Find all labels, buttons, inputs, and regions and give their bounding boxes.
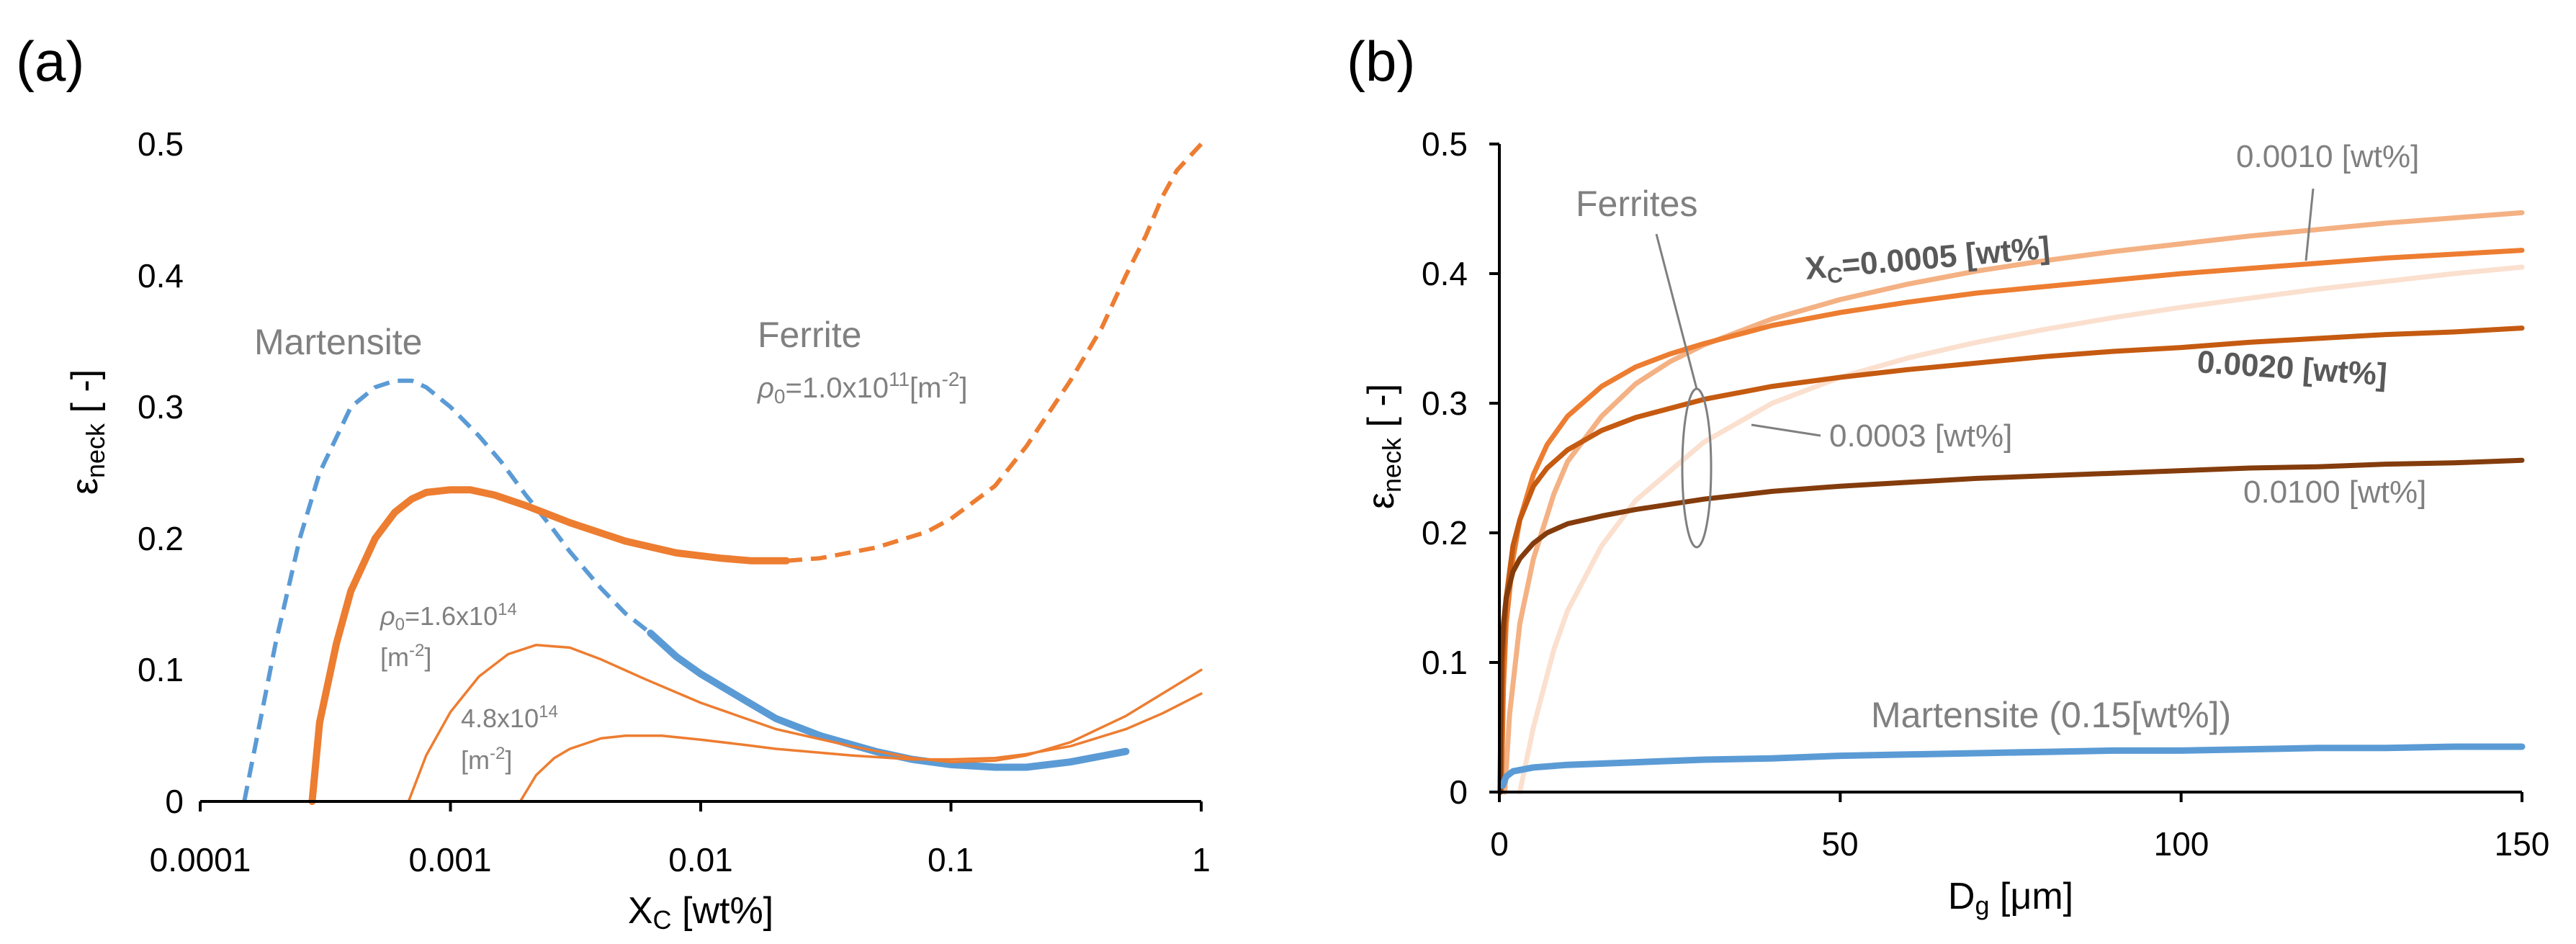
chart-b-ytick-label: 0.4 bbox=[1422, 255, 1468, 292]
chart-b-ytick-label: 0.3 bbox=[1422, 385, 1468, 422]
chart-a-ytick-label: 0.5 bbox=[138, 125, 184, 163]
chart-b-annotation-0020: 0.0020 [wt%] bbox=[2196, 344, 2388, 392]
chart-b-y-axis-label: εneck [ -] bbox=[1360, 384, 1406, 509]
chart-b-series-line-5 bbox=[1499, 743, 2526, 789]
chart-b-annotation-0003: 0.0003 [wt%] bbox=[1829, 418, 2012, 454]
chart-b-leader-0010 bbox=[2305, 188, 2315, 261]
chart-b-series-line-1 bbox=[1502, 210, 2525, 795]
chart-a: (a) 0 0.1 0.2 0.3 0.4 0.5 0.0001 0.001 0… bbox=[16, 30, 1211, 935]
chart-b-annotation-martensite: Martensite (0.15[wt%]) bbox=[1871, 695, 2231, 735]
chart-a-xtick-label: 1 bbox=[1192, 841, 1211, 878]
chart-b-xtick-label: 50 bbox=[1821, 825, 1858, 863]
chart-b-ytick-label: 0 bbox=[1449, 773, 1468, 811]
chart-b-leader-0003 bbox=[1751, 423, 1821, 437]
chart-b-xtick-label: 0 bbox=[1490, 825, 1509, 863]
chart-a-annotation-martensite: Martensite bbox=[254, 322, 422, 362]
chart-b-lines bbox=[1497, 210, 2526, 795]
chart-b: (b) 0 0.1 0.2 0.3 0.4 0.5 0 50 100 150 D… bbox=[1347, 30, 2549, 920]
chart-a-series-line-3 bbox=[786, 142, 1203, 563]
chart-a-y-axis-label: εneck [ -] bbox=[64, 369, 110, 495]
chart-a-annotation-unit-48: [m-2] bbox=[461, 744, 512, 775]
chart-a-xtick-label: 0.01 bbox=[668, 841, 733, 878]
chart-b-tick-marks bbox=[1489, 143, 2523, 802]
chart-a-ytick-label: 0.3 bbox=[138, 388, 184, 426]
chart-b-series-line-0 bbox=[1517, 264, 2525, 795]
chart-b-annotation-0100: 0.0100 [wt%] bbox=[2243, 475, 2426, 510]
chart-a-ytick-label: 0.2 bbox=[138, 520, 184, 557]
chart-a-xtick-label: 0.1 bbox=[928, 841, 974, 878]
chart-b-series-line-3 bbox=[1498, 325, 2525, 795]
chart-a-series-line-0 bbox=[242, 378, 652, 802]
chart-b-xtick-label: 150 bbox=[2495, 825, 2550, 863]
chart-a-xtick-label: 0.001 bbox=[408, 841, 491, 878]
chart-a-lines bbox=[242, 142, 1203, 805]
chart-b-annotation-0010: 0.0010 [wt%] bbox=[2236, 139, 2419, 174]
chart-a-annotation-ferrite: Ferrite bbox=[758, 315, 861, 355]
chart-b-xtick-label: 100 bbox=[2154, 825, 2209, 863]
chart-b-ytick-label: 0.2 bbox=[1422, 514, 1468, 552]
chart-a-x-axis-label: XC [wt%] bbox=[628, 890, 773, 935]
chart-a-series-line-4 bbox=[407, 643, 1203, 803]
chart-b-ytick-label: 0.5 bbox=[1422, 125, 1468, 163]
chart-a-ytick-label: 0.4 bbox=[138, 257, 184, 295]
chart-a-xticks-marks bbox=[199, 801, 1203, 812]
chart-a-ytick-label: 0.1 bbox=[138, 651, 184, 688]
chart-b-ferrites-bracket bbox=[1681, 387, 1713, 549]
chart-a-series-line-2 bbox=[308, 486, 790, 805]
chart-b-series-line-4 bbox=[1497, 457, 2525, 795]
chart-b-ferrites-leader bbox=[1655, 233, 1698, 390]
chart-b-panel-label: (b) bbox=[1347, 30, 1415, 93]
chart-b-x-axis-label: Dg [μm] bbox=[1948, 876, 2073, 920]
chart-b-annotation-ferrites: Ferrites bbox=[1576, 184, 1697, 224]
chart-a-series-line-5 bbox=[519, 692, 1203, 803]
chart-a-annotation-rho-48: 4.8x1014 bbox=[461, 702, 558, 733]
chart-b-ytick-label: 0.1 bbox=[1422, 644, 1468, 681]
chart-a-annotation-rho-16: ρ0=1.6x1014 bbox=[380, 600, 517, 634]
chart-a-annotation-rho-11: ρ0=1.0x1011[m-2] bbox=[757, 368, 968, 408]
chart-a-xtick-label: 0.0001 bbox=[150, 841, 251, 878]
chart-a-annotation-unit-16: [m-2] bbox=[380, 641, 431, 672]
chart-a-ytick-label: 0 bbox=[165, 783, 184, 820]
chart-a-panel-label: (a) bbox=[16, 30, 84, 93]
